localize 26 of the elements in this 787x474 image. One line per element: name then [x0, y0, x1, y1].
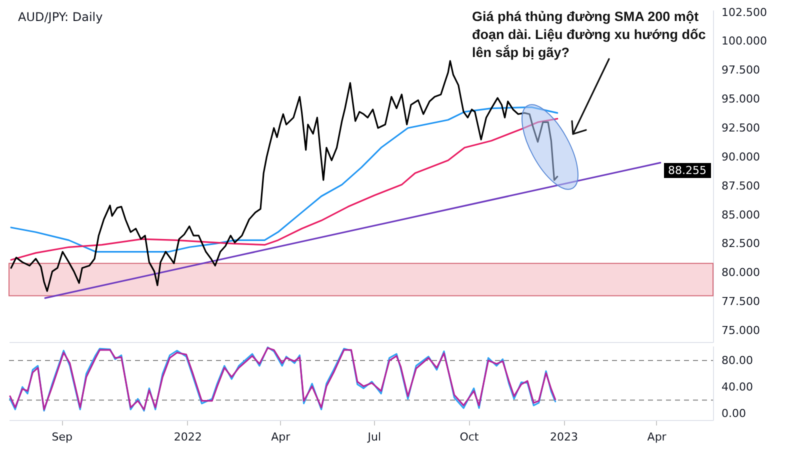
y-tick-label: 92.500	[722, 121, 760, 134]
x-tick-label: Apr	[271, 430, 291, 444]
y-tick-label: 100.000	[722, 34, 767, 48]
annotation: 88.255	[664, 163, 710, 178]
x-tick-label: 2022	[174, 430, 202, 444]
y-tick-label: 0.00	[722, 406, 746, 420]
x-tick-label: Sep	[52, 430, 72, 444]
y-tick-label: 77.500	[722, 295, 760, 308]
x-tick-label: Apr	[647, 430, 667, 444]
y-tick-label: 90.000	[722, 150, 760, 164]
y-tick-label: 87.500	[722, 179, 760, 192]
y-tick-label: 80.00	[722, 354, 753, 368]
y-tick-label: 102.500	[722, 6, 767, 19]
y-tick-label: 82.500	[722, 237, 760, 250]
y-tick-label: 80.000	[722, 266, 760, 280]
annotation: Giá phá thủng đường SMA 200 một đoạn dài. Liệu đường xu hướng dốc lên sắp bị gãy?	[472, 8, 707, 62]
line-series	[10, 60, 558, 292]
x-tick-label: 2023	[550, 430, 578, 444]
x-tick-label: Oct	[460, 430, 480, 444]
y-tick-label: 85.000	[722, 208, 760, 222]
x-tick-label: Jul	[366, 430, 382, 444]
y-tick-label: 97.500	[722, 64, 760, 77]
y-tick-label: 40.00	[722, 380, 753, 394]
chart-title: AUD/JPY: Daily	[18, 10, 103, 24]
y-tick-label: 95.000	[722, 92, 760, 106]
y-tick-label: 75.000	[722, 324, 760, 337]
